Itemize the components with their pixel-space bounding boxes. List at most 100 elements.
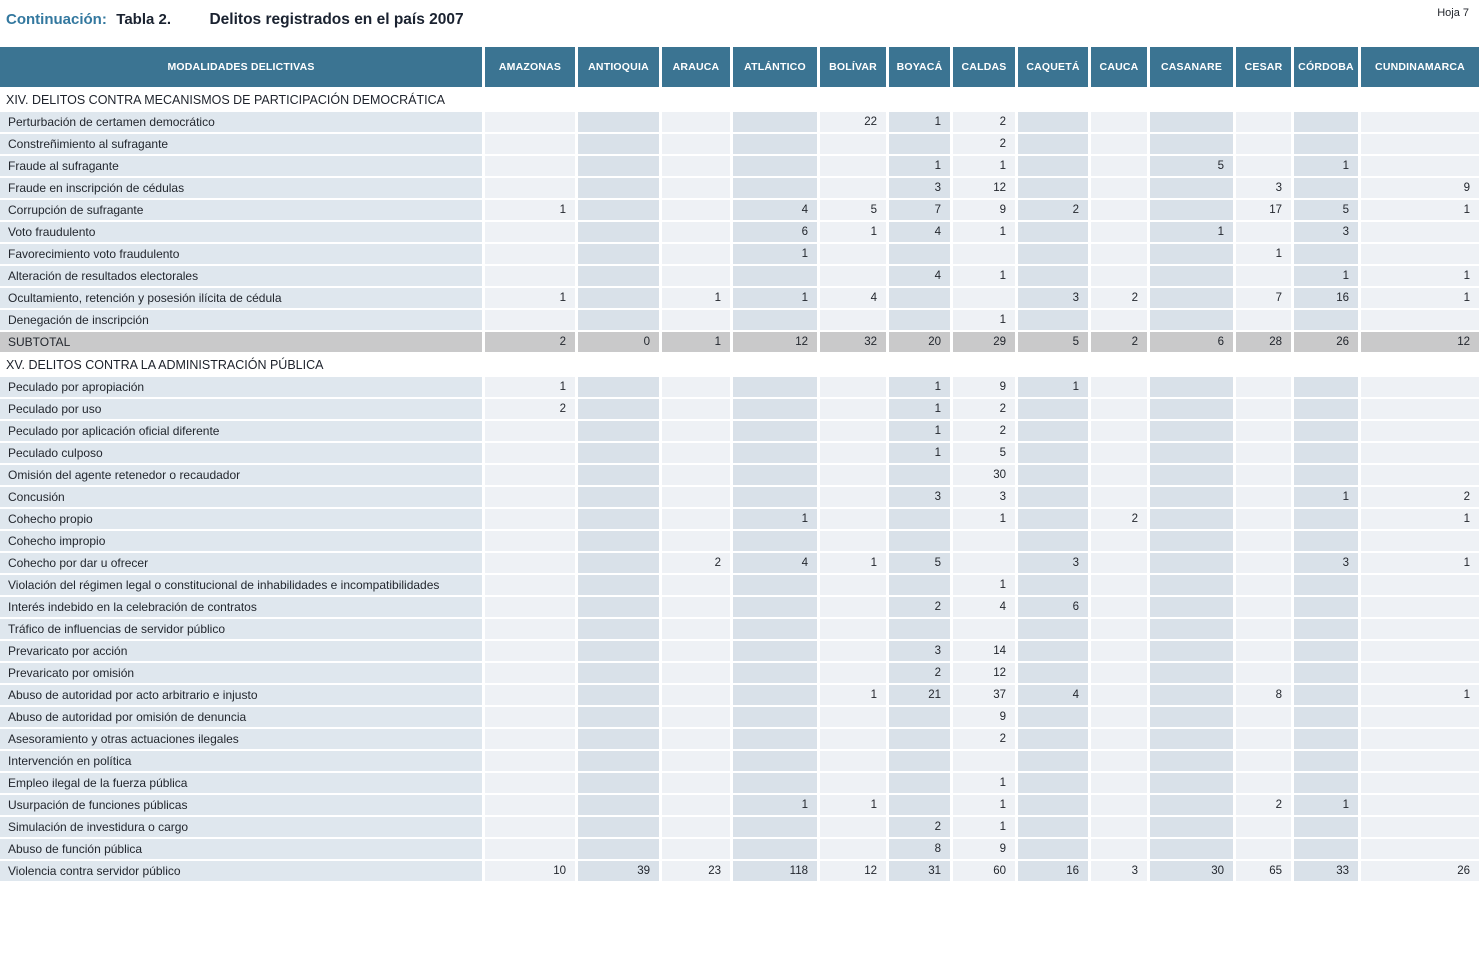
data-cell (733, 705, 820, 727)
data-cell: 26 (1361, 859, 1479, 881)
table-row: Cohecho impropio (0, 529, 1479, 551)
subtotal-data-cell: 28 (1236, 330, 1294, 352)
data-cell (1018, 727, 1091, 749)
data-cell (1150, 441, 1236, 463)
data-cell (578, 727, 662, 749)
table-number-label: Tabla 2. (116, 11, 172, 28)
data-cell: 3 (1294, 220, 1361, 242)
data-cell (662, 507, 733, 529)
data-cell (1091, 837, 1150, 859)
data-cell (1361, 441, 1479, 463)
data-cell: 6 (1018, 595, 1091, 617)
data-cell (578, 749, 662, 771)
table-row: Concusión 3 3 1 2 (0, 485, 1479, 507)
data-cell: 9 (1361, 176, 1479, 198)
data-cell (578, 463, 662, 485)
data-cell (953, 242, 1018, 264)
data-cell (1150, 308, 1236, 330)
data-cell (1361, 793, 1479, 815)
data-cell (578, 507, 662, 529)
data-cell (1150, 793, 1236, 815)
data-cell (733, 661, 820, 683)
data-cell (1294, 595, 1361, 617)
data-cell: 1 (1361, 507, 1479, 529)
table-row: Omisión del agente retenedor o recaudado… (0, 463, 1479, 485)
data-cell (820, 242, 889, 264)
data-cell (889, 507, 953, 529)
data-cell: 3 (1018, 551, 1091, 573)
data-cell (1294, 617, 1361, 639)
document-page: Continuación: Tabla 2. Delitos registrad… (0, 0, 1479, 881)
data-cell (1294, 176, 1361, 198)
data-cell: 2 (1361, 485, 1479, 507)
data-cell (733, 727, 820, 749)
data-cell (1294, 815, 1361, 837)
data-cell: 1 (820, 551, 889, 573)
data-cell (662, 441, 733, 463)
data-cell (820, 573, 889, 595)
subtotal-data-cell: 2 (485, 330, 578, 352)
data-cell (1361, 419, 1479, 441)
data-cell: 2 (953, 397, 1018, 419)
data-cell: 1 (820, 793, 889, 815)
table-row: Violencia contra servidor público 10 39 23 1… (0, 859, 1479, 881)
data-cell (662, 242, 733, 264)
data-cell: 9 (953, 705, 1018, 727)
data-cell (485, 529, 578, 551)
data-cell (485, 220, 578, 242)
table-row: Simulación de investidura o cargo 2 1 (0, 815, 1479, 837)
table-row: Abuso de autoridad por acto arbitrario e… (0, 683, 1479, 705)
data-cell (578, 485, 662, 507)
data-cell: 4 (889, 264, 953, 286)
data-cell (1150, 551, 1236, 573)
row-label-cell: Tráfico de influencias de servidor públi… (0, 617, 485, 639)
data-cell (1150, 749, 1236, 771)
data-cell (1091, 154, 1150, 176)
department-column-header: CAUCA (1091, 47, 1150, 87)
data-cell (1018, 771, 1091, 793)
department-column-header: CAQUETÁ (1018, 47, 1091, 87)
data-cell (1294, 397, 1361, 419)
data-cell (485, 837, 578, 859)
data-cell (578, 705, 662, 727)
data-cell (1018, 485, 1091, 507)
data-cell (820, 154, 889, 176)
page-title: Delitos registrados en el país 2007 (209, 11, 464, 28)
table-row: Voto fraudulento 6 1 4 1 1 3 (0, 220, 1479, 242)
data-cell (1150, 727, 1236, 749)
data-cell (953, 749, 1018, 771)
department-column-header: CESAR (1236, 47, 1294, 87)
data-cell (820, 771, 889, 793)
data-cell (485, 419, 578, 441)
data-cell (1091, 397, 1150, 419)
data-cell (889, 573, 953, 595)
data-cell (820, 639, 889, 661)
data-cell: 1 (889, 397, 953, 419)
table-header-row: MODALIDADES DELICTIVAS AMAZONAS ANTIOQUIA A… (0, 47, 1479, 87)
data-cell (1018, 705, 1091, 727)
data-cell (1091, 727, 1150, 749)
data-cell (578, 771, 662, 793)
data-cell (1361, 220, 1479, 242)
data-cell (1150, 485, 1236, 507)
data-cell (578, 375, 662, 397)
data-cell: 3 (889, 639, 953, 661)
data-cell (1150, 529, 1236, 551)
row-label-cell: Cohecho propio (0, 507, 485, 529)
data-cell: 9 (953, 837, 1018, 859)
data-cell (1294, 419, 1361, 441)
data-cell: 60 (953, 859, 1018, 881)
data-cell: 14 (953, 639, 1018, 661)
data-cell (1236, 771, 1294, 793)
title-bar: Continuación: Tabla 2. Delitos registrad… (0, 0, 1479, 47)
data-cell (889, 705, 953, 727)
row-label-cell: Denegación de inscripción (0, 308, 485, 330)
data-cell: 22 (820, 110, 889, 132)
data-cell (1236, 419, 1294, 441)
data-cell (1361, 573, 1479, 595)
data-cell (1294, 441, 1361, 463)
data-cell: 5 (820, 198, 889, 220)
data-cell (662, 617, 733, 639)
data-cell (485, 705, 578, 727)
data-cell: 1 (1361, 264, 1479, 286)
